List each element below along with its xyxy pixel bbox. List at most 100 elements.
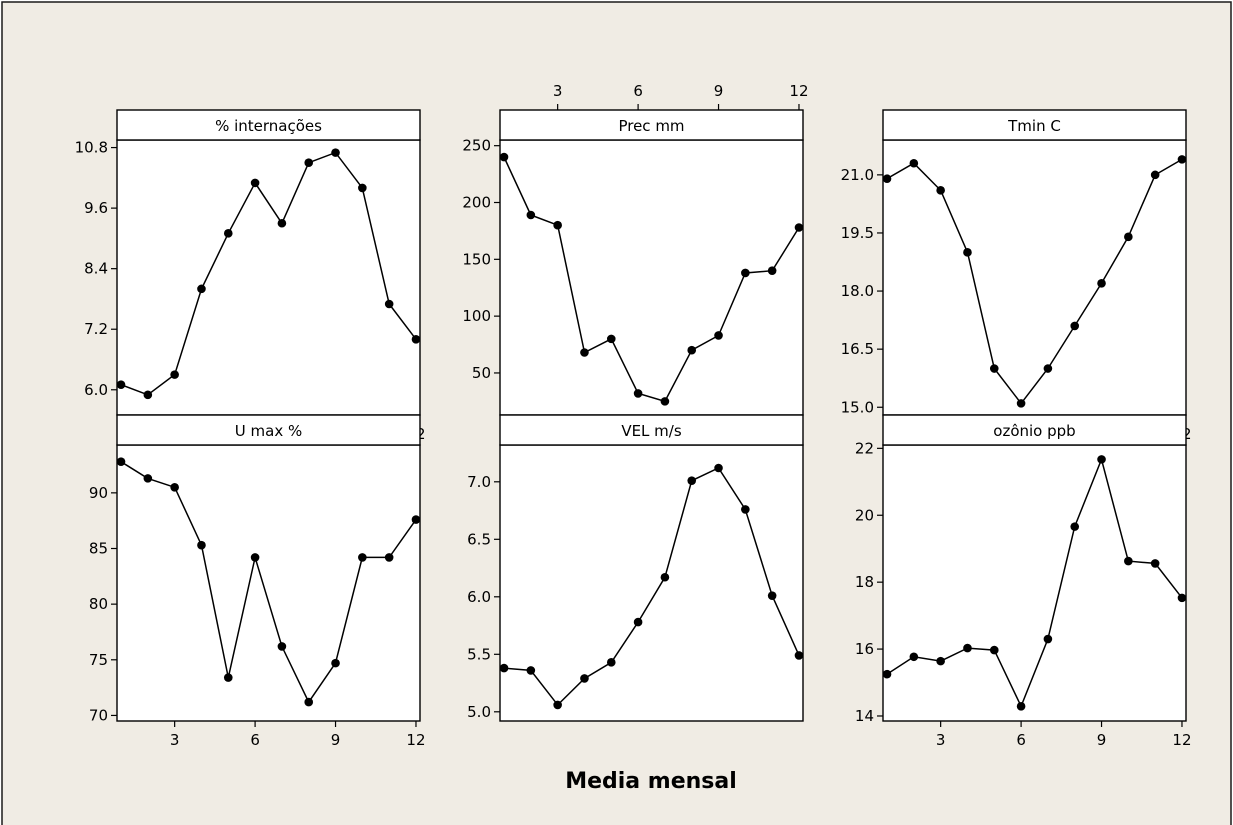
- data-point: [660, 572, 670, 582]
- data-point: [526, 666, 536, 675]
- panel-plot-area: [499, 139, 804, 416]
- data-point: [1124, 556, 1133, 566]
- data-point: [1150, 170, 1160, 180]
- y-tick-label: 75: [89, 651, 108, 669]
- y-tick-label: 85: [89, 540, 108, 558]
- data-point: [741, 268, 750, 278]
- y-tick-label: 80: [89, 595, 108, 613]
- series-line: [886, 457, 1183, 709]
- data-point: [1124, 232, 1133, 242]
- panel-6: ozônio ppb 14 16 18 20 22 3 6 9 12: [855, 414, 1192, 749]
- data-point: [1070, 321, 1080, 331]
- y-tick-label: 70: [89, 706, 108, 724]
- data-point: [741, 505, 750, 514]
- y-tick-label: 100: [462, 307, 491, 325]
- data-point: [499, 152, 509, 162]
- panel-strip: [116, 109, 421, 141]
- data-point: [633, 617, 643, 627]
- data-point: [936, 186, 945, 195]
- data-point: [963, 248, 972, 257]
- panel-strip: [882, 414, 1187, 446]
- x-tick-label: 6: [633, 82, 643, 100]
- x-tick-label: 3: [936, 731, 946, 749]
- y-tick-label: 20: [855, 506, 874, 524]
- data-point: [714, 463, 723, 473]
- y-tick-label: 16.5: [841, 340, 874, 358]
- panel-plot-area: [116, 444, 421, 722]
- data-point: [687, 345, 697, 355]
- panel-title: ozônio ppb: [993, 422, 1075, 440]
- data-point: [1097, 455, 1106, 464]
- data-point: [250, 178, 260, 188]
- data-point: [411, 515, 421, 524]
- data-point: [882, 669, 892, 679]
- data-point: [580, 348, 589, 357]
- data-point: [794, 651, 804, 660]
- x-tick-label: 3: [553, 82, 563, 100]
- data-point: [304, 697, 314, 707]
- y-tick-label: 7.2: [84, 320, 108, 338]
- data-point: [1043, 634, 1053, 644]
- data-point: [499, 663, 509, 673]
- y-tick-label: 6.0: [467, 588, 491, 606]
- series-line: [886, 158, 1183, 405]
- data-point: [660, 397, 670, 406]
- data-point: [277, 218, 287, 228]
- y-tick-label: 200: [462, 194, 491, 212]
- y-tick-label: 22: [855, 439, 874, 457]
- data-point: [989, 645, 999, 655]
- data-point: [687, 476, 697, 485]
- data-point: [936, 656, 945, 666]
- y-tick-label: 18: [855, 573, 874, 591]
- y-tick-label: 10.8: [75, 139, 108, 157]
- panel-title: Prec mm: [618, 117, 684, 135]
- data-point: [384, 299, 394, 309]
- y-tick-label: 6.5: [467, 530, 491, 548]
- data-point: [384, 553, 394, 562]
- panel-title: VEL m/s: [621, 422, 682, 440]
- data-point: [304, 158, 314, 168]
- data-point: [1016, 399, 1026, 408]
- data-point: [606, 658, 616, 667]
- data-point: [411, 335, 421, 344]
- y-tick-label: 14: [855, 707, 874, 725]
- x-axis-label: Media mensal: [565, 769, 737, 794]
- x-tick-label: 9: [331, 731, 341, 749]
- data-point: [143, 474, 153, 483]
- panel-strip: [499, 414, 804, 446]
- data-point: [331, 148, 340, 157]
- panel-plot-area: [116, 139, 421, 416]
- data-point: [606, 334, 616, 344]
- y-tick-label: 250: [462, 137, 491, 155]
- series-line: [503, 156, 800, 403]
- y-tick-label: 5.0: [467, 703, 491, 721]
- y-tick-label: 50: [472, 364, 491, 382]
- x-tick-label: 9: [1097, 731, 1107, 749]
- y-tick-label: 150: [462, 250, 491, 268]
- panel-2: Prec mm 50 100 150 200 250 3 6 9 12: [462, 82, 809, 416]
- x-tick-label: 3: [170, 731, 180, 749]
- data-point: [1177, 593, 1187, 603]
- x-tick-label: 12: [1172, 731, 1191, 749]
- y-tick-label: 18.0: [841, 282, 874, 300]
- data-point: [223, 673, 233, 682]
- panel-strip: [882, 109, 1187, 141]
- series-line: [120, 461, 417, 704]
- data-point: [223, 229, 233, 238]
- data-point: [553, 700, 562, 710]
- series-line: [120, 151, 417, 396]
- data-point: [277, 642, 287, 651]
- data-point: [909, 652, 919, 662]
- y-tick-label: 5.5: [467, 645, 491, 663]
- data-point: [909, 158, 919, 168]
- x-tick-label: 12: [406, 731, 425, 749]
- panel-plot-area: [499, 444, 804, 722]
- data-point: [116, 457, 126, 466]
- data-point: [767, 591, 777, 600]
- x-tick-label: 9: [714, 82, 724, 100]
- data-point: [250, 553, 260, 562]
- y-tick-label: 6.0: [84, 381, 108, 399]
- data-point: [1043, 364, 1053, 373]
